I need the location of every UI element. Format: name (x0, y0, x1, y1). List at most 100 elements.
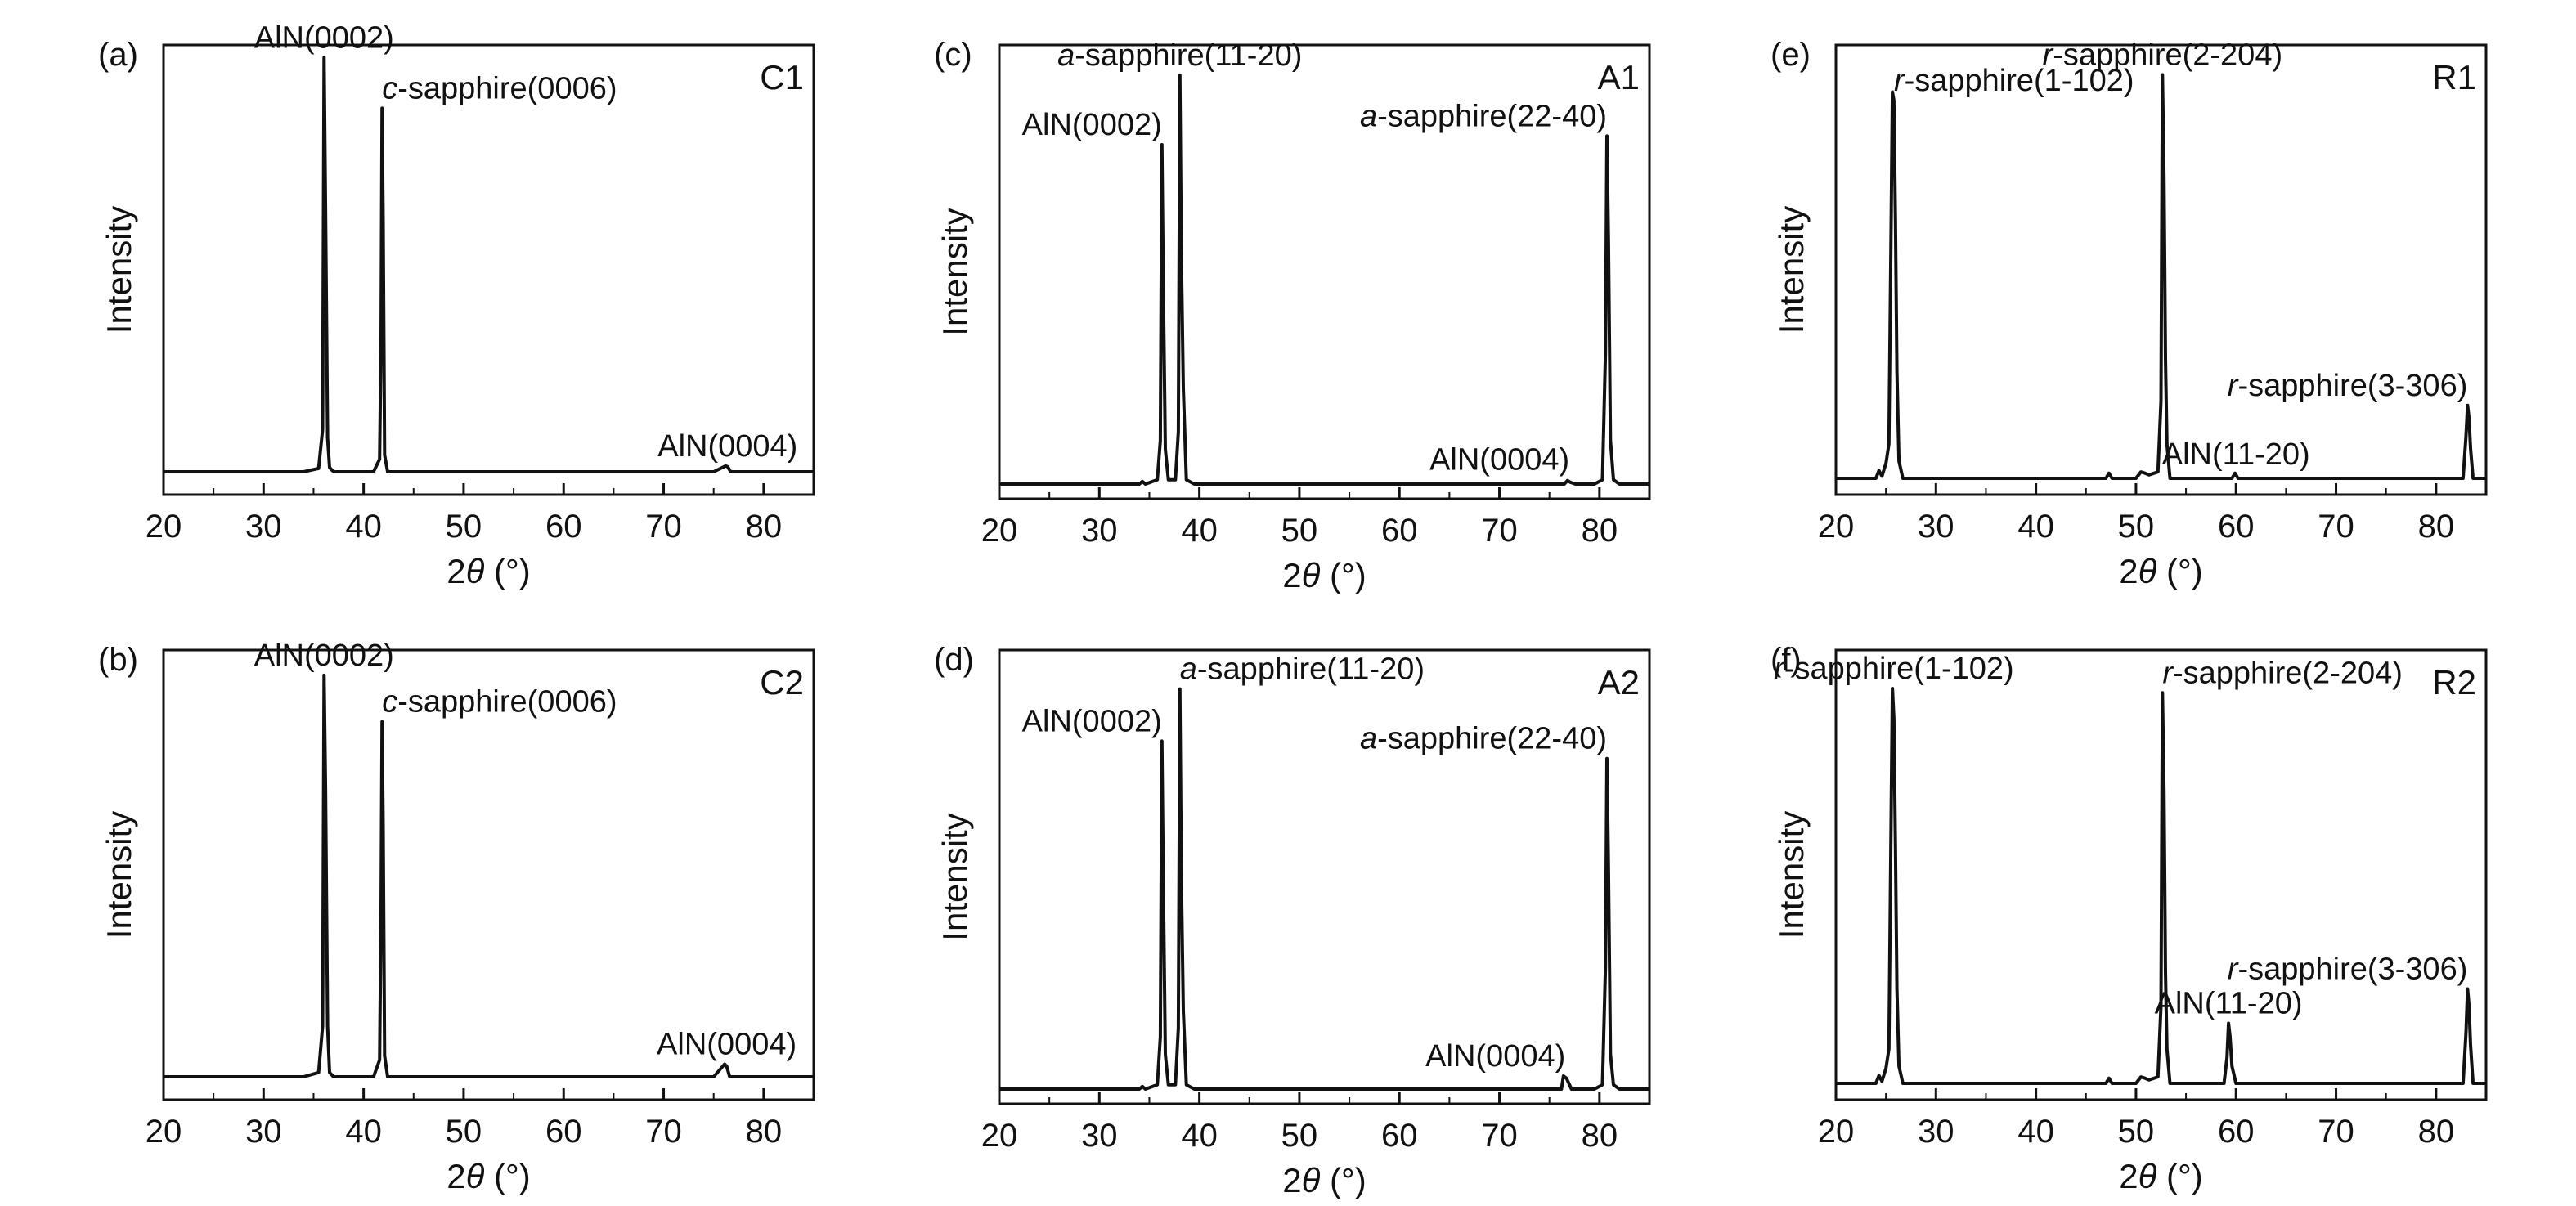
plot-frame (1834, 43, 2488, 496)
x-tick-label: 20 (1818, 509, 1855, 545)
peak-label-italic: r (2043, 38, 2054, 73)
sample-label: C1 (760, 58, 804, 96)
y-axis-label: Intensity (100, 811, 138, 939)
peak-label-text: AlN(0004) (657, 1027, 797, 1061)
peak-label: AlN(11-20) (2155, 987, 2303, 1021)
x-tick-label: 50 (446, 1114, 482, 1150)
x-tick-label: 20 (146, 509, 182, 545)
peak-label-text: -sapphire(11-20) (1197, 652, 1425, 687)
x-axis-label-prefix: 2 (2119, 1157, 2138, 1195)
x-axis-label-unit: (°) (2156, 1157, 2202, 1195)
x-axis-label: 2θ (°) (447, 1157, 531, 1195)
peak-label-italic: a (1057, 38, 1075, 73)
x-tick-label: 60 (1381, 513, 1418, 549)
x-tick-label: 80 (746, 1114, 783, 1150)
sample-label: A2 (1598, 663, 1640, 702)
x-axis-label-theta: θ (2138, 552, 2157, 590)
peak-label-text: AlN(0004) (657, 429, 797, 464)
peak-label-text: AlN(0002) (254, 639, 394, 673)
peak-label-italic: a (1180, 652, 1197, 687)
chart-panel-a1: 20 30 40 50 60 70 80 2θ (°) Intensity (c) A1 AlN(00… (934, 37, 1651, 594)
x-axis-label-unit: (°) (2156, 552, 2202, 590)
x-tick-label: 60 (1381, 1118, 1418, 1154)
peak-label-italic: r (1774, 652, 1785, 686)
peak-label-text: AlN(0002) (254, 20, 394, 55)
peak-label-text: -sapphire(22-40) (1377, 722, 1607, 756)
x-axis-label-prefix: 2 (447, 552, 465, 590)
peak-label: AlN(0002) (1022, 704, 1162, 738)
x-tick-label: 60 (2218, 509, 2255, 545)
x-tick-label: 40 (1181, 1118, 1218, 1154)
y-axis-label: Intensity (1772, 811, 1811, 939)
panel-label: (b) (98, 642, 138, 678)
x-tick-label: 50 (2118, 509, 2155, 545)
panel-label: (c) (934, 37, 972, 73)
panel-label: (f) (1770, 642, 1802, 678)
x-tick-label: 80 (1582, 1118, 1618, 1154)
peak-label-text: -sapphire(2-204) (2053, 38, 2282, 73)
plot-frame (998, 648, 1651, 1105)
peak-label-italic: a (1360, 99, 1377, 133)
x-tick-label: 20 (146, 1114, 182, 1150)
sample-label: R2 (2432, 663, 2476, 702)
peak-label-italic: c (382, 71, 397, 105)
x-tick-label: 80 (2418, 1114, 2455, 1150)
x-tick-label: 70 (1481, 1118, 1518, 1154)
peak-label-italic: a (1360, 722, 1377, 756)
x-tick-label: 60 (2218, 1114, 2255, 1150)
peak-label: r-sapphire(1-102) (1774, 652, 2014, 686)
peak-label: r-sapphire(2-204) (2043, 38, 2283, 73)
x-tick-label: 80 (746, 509, 783, 545)
x-tick-label: 30 (1081, 1118, 1118, 1154)
peak-label: AlN(0004) (1429, 443, 1569, 477)
y-axis-label: Intensity (100, 206, 138, 334)
x-axis-label: 2θ (°) (1282, 556, 1367, 594)
peak-label: a-sapphire(22-40) (1360, 722, 1607, 756)
series-line (999, 687, 1649, 1091)
peak-label-text: -sapphire(1-102) (1905, 64, 2134, 98)
peak-label-text: AlN(0002) (1022, 704, 1162, 738)
x-axis-label-theta: θ (2138, 1157, 2157, 1195)
x-axis-label-theta: θ (466, 552, 485, 590)
peak-label: a-sapphire(11-20) (1057, 38, 1302, 73)
peak-label: a-sapphire(22-40) (1360, 99, 1607, 133)
sample-label: R1 (2432, 58, 2476, 96)
x-tick-label: 70 (1481, 513, 1518, 549)
plot-frame (162, 43, 815, 496)
series-line (999, 73, 1649, 486)
y-axis-label: Intensity (936, 813, 974, 940)
peak-label-text: AlN(11-20) (2162, 437, 2310, 472)
peak-label: c-sapphire(0006) (382, 71, 617, 105)
peak-label: AlN(11-20) (2162, 437, 2310, 472)
peak-label: AlN(0004) (1425, 1039, 1565, 1074)
peak-label-text: -sapphire(22-40) (1377, 99, 1607, 133)
peak-label: r-sapphire(1-102) (1894, 64, 2134, 98)
x-tick-label: 50 (1281, 1118, 1318, 1154)
peak-label: a-sapphire(11-20) (1180, 652, 1425, 687)
panel-label: (d) (934, 642, 974, 678)
x-tick-label: 30 (1918, 1114, 1954, 1150)
peak-label-italic: r (2162, 656, 2174, 690)
series-line (164, 673, 814, 1078)
peak-label: r-sapphire(3-306) (2228, 953, 2468, 987)
x-tick-label: 40 (345, 1114, 382, 1150)
peak-label: AlN(0002) (1022, 108, 1162, 142)
x-axis-label: 2θ (°) (2119, 1157, 2203, 1195)
x-tick-label: 30 (245, 509, 282, 545)
x-tick-label: 30 (1918, 509, 1954, 545)
peak-label-italic: c (382, 685, 397, 720)
x-tick-label: 20 (981, 513, 1018, 549)
x-tick-label: 50 (446, 509, 482, 545)
peak-label: r-sapphire(2-204) (2162, 656, 2403, 690)
chart-panel-a2: 20 30 40 50 60 70 80 2θ (°) Intensity (d) A2 AlN(00… (934, 642, 1651, 1199)
x-tick-label: 70 (2318, 509, 2354, 545)
peak-label-text: -sapphire(0006) (397, 71, 617, 105)
plot-frame (1834, 648, 2488, 1101)
plot-frame (998, 43, 1651, 500)
series-line (1836, 73, 2486, 480)
x-axis-label-prefix: 2 (1282, 556, 1301, 594)
x-axis-label-theta: θ (1302, 1161, 1321, 1199)
plot-frame (162, 648, 815, 1101)
x-tick-label: 80 (2418, 509, 2455, 545)
